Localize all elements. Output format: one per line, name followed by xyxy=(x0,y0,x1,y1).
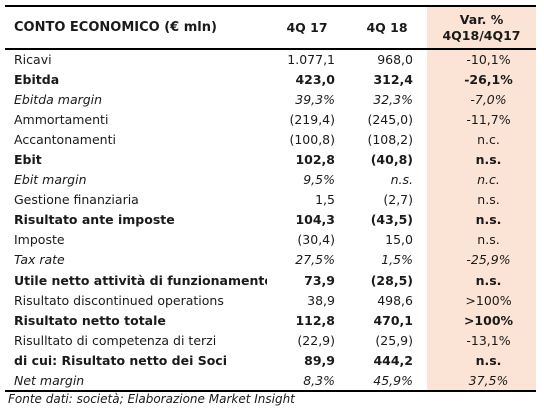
table-row: Ammortamenti (219,4) (245,0) -11,7% xyxy=(5,109,536,130)
row-label: Tax rate xyxy=(14,252,65,268)
row-label: Imposte xyxy=(14,232,65,248)
table-row: Imposte (30,4) 15,0 n.s. xyxy=(5,229,536,250)
value-4q18: (40,8) xyxy=(370,152,413,168)
value-4q17: 27,5% xyxy=(295,252,335,268)
value-4q18: (28,5) xyxy=(370,272,413,288)
value-variation: -11,7% xyxy=(427,109,536,130)
table-row: Risultato discontinued operations 38,9 498… xyxy=(5,290,536,311)
value-variation: n.s. xyxy=(427,189,536,210)
row-label: Ricavi xyxy=(14,52,52,68)
value-4q17: (219,4) xyxy=(289,111,335,127)
table-row: Utile netto attività di funzionamento 73,… xyxy=(5,270,536,291)
value-variation: >100% xyxy=(427,290,536,311)
value-4q18: 470,1 xyxy=(373,312,413,328)
value-4q17: 89,9 xyxy=(304,352,335,368)
source-note: Fonte dati: società; Elaborazione Market… xyxy=(8,392,295,406)
value-variation: n.c. xyxy=(427,129,536,150)
row-label: Ebitda xyxy=(14,71,60,87)
value-4q18: 15,0 xyxy=(385,232,413,248)
table-row: Tax rate 27,5% 1,5% -25,9% xyxy=(5,249,536,271)
value-4q17: 1,5 xyxy=(315,192,335,208)
row-label: di cui: Risultato netto dei Soci xyxy=(14,352,228,368)
table-header-row: CONTO ECONOMICO (€ mln) 4Q 17 4Q 18 Var.… xyxy=(5,5,536,50)
header-variation: Var. % 4Q18/4Q17 xyxy=(427,5,536,50)
value-4q17: 102,8 xyxy=(295,152,335,168)
row-label: Risultato netto totale xyxy=(14,312,166,328)
row-label: Utile netto attività di funzionamento xyxy=(14,272,267,288)
value-4q17: 38,9 xyxy=(307,292,335,308)
row-label: Risultato discontinued operations xyxy=(14,292,224,308)
row-label: Ebitda margin xyxy=(14,91,103,107)
table-row: Ricavi 1.077,1 968,0 -10,1% xyxy=(5,49,536,70)
table-row: Gestione finanziaria 1,5 (2,7) n.s. xyxy=(5,189,536,210)
table-row: Ebitda 423,0 312,4 -26,1% xyxy=(5,69,536,90)
value-4q18: 32,3% xyxy=(373,91,413,107)
value-variation: n.s. xyxy=(427,209,536,230)
value-4q18: 444,2 xyxy=(373,352,413,368)
value-4q18: (2,7) xyxy=(383,192,413,208)
value-4q17: 104,3 xyxy=(295,212,335,228)
value-4q18: 498,6 xyxy=(377,292,413,308)
value-4q17: (22,9) xyxy=(297,332,335,348)
header-variation-line1: Var. % xyxy=(459,11,504,27)
value-4q18: 45,9% xyxy=(347,370,427,392)
value-variation: -26,1% xyxy=(427,69,536,90)
table-row: Ebit margin 9,5% n.s. n.c. xyxy=(5,169,536,190)
value-4q18: (25,9) xyxy=(375,332,413,348)
header-4q18: 4Q 18 xyxy=(347,5,427,50)
value-4q17: 39,3% xyxy=(295,91,335,107)
table-row: Ebitda margin 39,3% 32,3% -7,0% xyxy=(5,89,536,110)
value-4q17: 8,3% xyxy=(267,370,347,392)
value-variation: n.s. xyxy=(427,149,536,170)
row-label: Risulltato di competenza di terzi xyxy=(14,332,217,348)
value-4q17: 423,0 xyxy=(295,71,335,87)
row-label: Ebit margin xyxy=(14,172,87,188)
value-variation: -13,1% xyxy=(427,330,536,351)
row-label: Ammortamenti xyxy=(14,111,109,127)
income-statement-table: CONTO ECONOMICO (€ mln) 4Q 17 4Q 18 Var.… xyxy=(5,5,536,392)
table-row: Ebit 102,8 (40,8) n.s. xyxy=(5,149,536,170)
value-variation: >100% xyxy=(427,310,536,331)
row-label: Risultato ante imposte xyxy=(14,212,175,228)
value-variation: 37,5% xyxy=(427,370,536,392)
value-4q17: 1.077,1 xyxy=(287,52,335,68)
value-4q17: (30,4) xyxy=(297,232,335,248)
table-row: di cui: Risultato netto dei Soci 89,9 444,… xyxy=(5,350,536,371)
value-4q18: (108,2) xyxy=(367,131,413,147)
value-variation: n.c. xyxy=(427,169,536,190)
value-4q18: 968,0 xyxy=(377,52,413,68)
value-variation: -7,0% xyxy=(427,89,536,110)
value-4q18: 312,4 xyxy=(373,71,413,87)
table-row: Risultato ante imposte 104,3 (43,5) n.s. xyxy=(5,209,536,230)
row-label: Net margin xyxy=(5,370,267,392)
table-row: Net margin 8,3% 45,9% 37,5% xyxy=(5,370,536,392)
table-row: Accantonamenti (100,8) (108,2) n.c. xyxy=(5,129,536,150)
value-4q18: (245,0) xyxy=(367,111,413,127)
value-4q17: 73,9 xyxy=(304,272,335,288)
row-label: Accantonamenti xyxy=(14,131,116,147)
value-variation: -25,9% xyxy=(427,249,536,271)
value-variation: n.s. xyxy=(427,270,536,291)
value-4q18: n.s. xyxy=(390,172,413,188)
header-4q17: 4Q 17 xyxy=(267,5,347,50)
table-row: Risultato netto totale 112,8 470,1 >100% xyxy=(5,310,536,331)
value-variation: n.s. xyxy=(427,350,536,371)
value-4q18: 1,5% xyxy=(381,252,413,268)
value-variation: -10,1% xyxy=(427,49,536,70)
table-row: Risulltato di competenza di terzi (22,9) (… xyxy=(5,330,536,351)
row-label: Ebit xyxy=(14,152,42,168)
value-variation: n.s. xyxy=(427,229,536,250)
value-4q17: 112,8 xyxy=(295,312,335,328)
header-variation-line2: 4Q18/4Q17 xyxy=(442,27,521,43)
row-label: Gestione finanziaria xyxy=(14,192,139,208)
header-label: CONTO ECONOMICO (€ mln) xyxy=(5,5,267,50)
value-4q17: 9,5% xyxy=(303,172,335,188)
value-4q17: (100,8) xyxy=(289,131,335,147)
value-4q18: (43,5) xyxy=(370,212,413,228)
